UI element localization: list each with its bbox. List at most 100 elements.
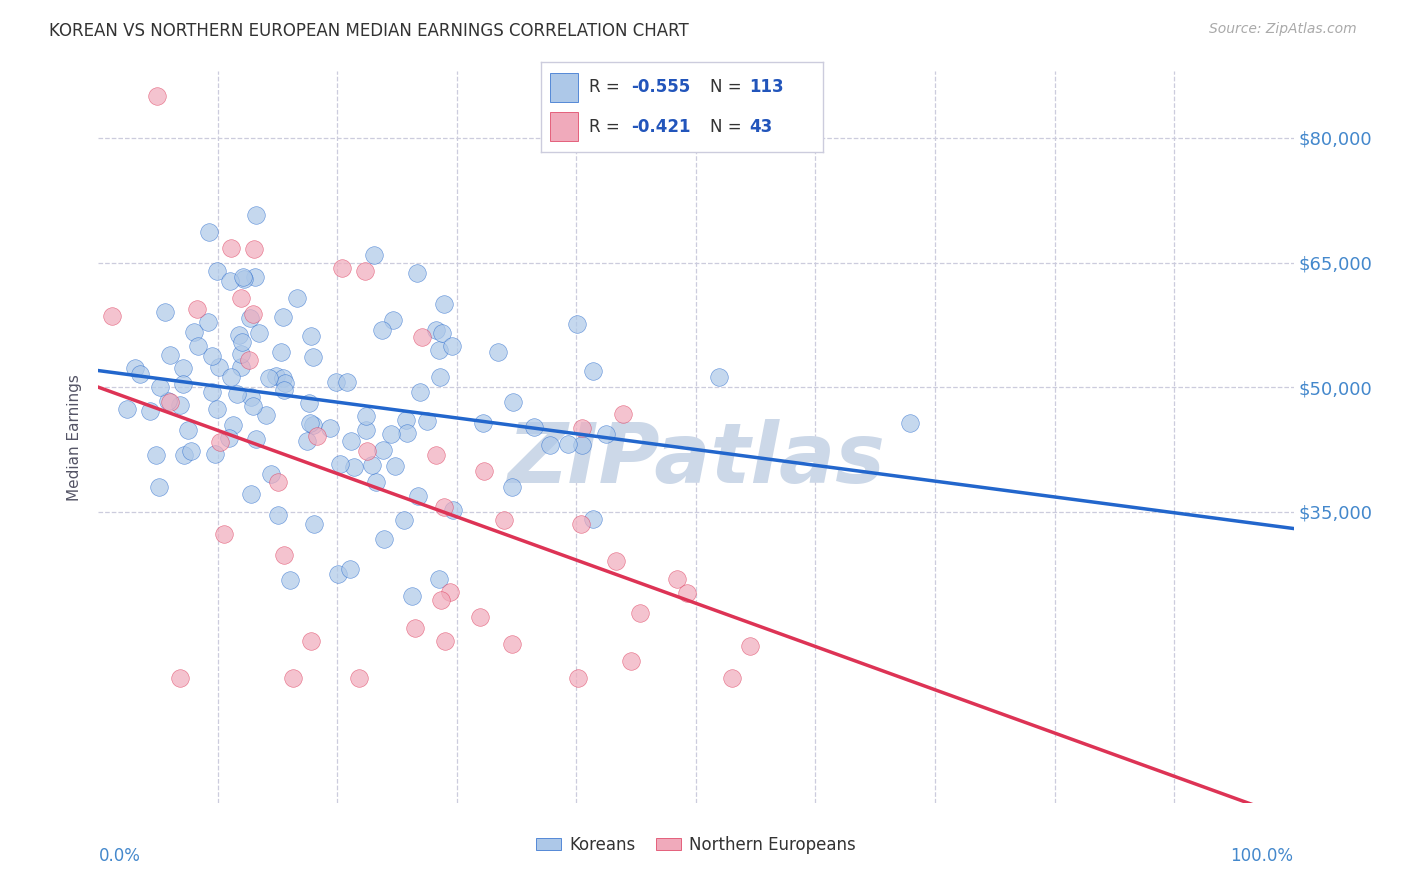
Point bbox=[281, 671, 304, 685]
Point bbox=[494, 512, 516, 526]
Point bbox=[243, 269, 266, 284]
Point bbox=[267, 475, 290, 489]
Point bbox=[433, 634, 456, 648]
Point bbox=[198, 226, 221, 240]
Point bbox=[339, 561, 361, 575]
Point bbox=[219, 240, 242, 254]
Point bbox=[366, 475, 388, 489]
Text: 113: 113 bbox=[749, 78, 785, 95]
Point bbox=[180, 444, 202, 458]
Text: KOREAN VS NORTHERN EUROPEAN MEDIAN EARNINGS CORRELATION CHART: KOREAN VS NORTHERN EUROPEAN MEDIAN EARNI… bbox=[49, 22, 689, 40]
Bar bbox=[550, 112, 578, 141]
Point bbox=[145, 448, 167, 462]
Point bbox=[472, 464, 495, 478]
Point bbox=[299, 329, 322, 343]
Point bbox=[373, 532, 395, 546]
Point bbox=[204, 447, 226, 461]
Point bbox=[371, 323, 394, 337]
Point bbox=[354, 409, 377, 423]
Point bbox=[676, 586, 699, 600]
Point bbox=[427, 343, 450, 358]
Point bbox=[582, 364, 605, 378]
Point bbox=[382, 313, 405, 327]
Point bbox=[404, 621, 426, 635]
Point bbox=[247, 326, 270, 340]
Point bbox=[148, 480, 170, 494]
Point bbox=[264, 368, 287, 383]
Point bbox=[384, 458, 406, 473]
Point bbox=[356, 444, 378, 458]
Point bbox=[304, 517, 326, 532]
Point bbox=[207, 264, 229, 278]
Point bbox=[406, 489, 429, 503]
Text: Source: ZipAtlas.com: Source: ZipAtlas.com bbox=[1209, 22, 1357, 37]
Point bbox=[187, 339, 209, 353]
Point bbox=[416, 414, 439, 428]
Point bbox=[129, 367, 152, 381]
Point bbox=[218, 431, 240, 445]
Point bbox=[340, 434, 363, 449]
Point bbox=[254, 408, 277, 422]
Text: N =: N = bbox=[710, 118, 747, 136]
Point bbox=[214, 527, 236, 541]
Point bbox=[278, 574, 301, 588]
Point bbox=[326, 566, 349, 581]
Point bbox=[360, 458, 382, 473]
Point bbox=[330, 260, 353, 275]
Point bbox=[571, 438, 593, 452]
Point bbox=[298, 416, 321, 430]
Point bbox=[439, 585, 461, 599]
Point bbox=[427, 572, 450, 586]
Point bbox=[666, 572, 689, 586]
Point bbox=[219, 274, 242, 288]
Point bbox=[273, 376, 295, 391]
Point bbox=[257, 370, 280, 384]
Point bbox=[231, 334, 253, 349]
Point bbox=[898, 416, 921, 430]
Point bbox=[486, 344, 509, 359]
Point bbox=[302, 418, 325, 433]
Point bbox=[347, 671, 370, 685]
Point bbox=[409, 384, 432, 399]
Point bbox=[243, 243, 266, 257]
Point bbox=[612, 407, 634, 421]
Point bbox=[425, 323, 447, 337]
Point bbox=[173, 449, 195, 463]
Point bbox=[229, 359, 252, 374]
Point bbox=[219, 369, 242, 384]
Point bbox=[245, 208, 267, 222]
Point bbox=[565, 318, 588, 332]
Text: N =: N = bbox=[710, 78, 747, 95]
Point bbox=[299, 633, 322, 648]
Text: -0.555: -0.555 bbox=[631, 78, 690, 95]
Text: R =: R = bbox=[589, 78, 626, 95]
Point bbox=[595, 427, 617, 442]
Point bbox=[707, 369, 730, 384]
Point bbox=[373, 443, 395, 458]
Point bbox=[285, 291, 308, 305]
Text: R =: R = bbox=[589, 118, 626, 136]
Point bbox=[145, 89, 167, 103]
Point bbox=[302, 350, 325, 364]
Point bbox=[605, 554, 627, 568]
Point bbox=[628, 606, 651, 620]
Point bbox=[298, 396, 321, 410]
Point bbox=[470, 609, 492, 624]
Point bbox=[239, 487, 262, 501]
Point bbox=[325, 375, 347, 389]
Point bbox=[115, 401, 138, 416]
Point bbox=[429, 593, 451, 607]
Text: ZIPatlas: ZIPatlas bbox=[508, 418, 884, 500]
Point bbox=[197, 315, 219, 329]
Point bbox=[433, 297, 456, 311]
Point bbox=[273, 548, 295, 562]
Text: 43: 43 bbox=[749, 118, 773, 136]
Point bbox=[169, 398, 191, 412]
Point bbox=[260, 467, 283, 481]
Point bbox=[432, 326, 454, 340]
Point bbox=[201, 349, 224, 363]
Point bbox=[238, 352, 260, 367]
Point bbox=[557, 436, 579, 450]
Point bbox=[440, 339, 463, 353]
Bar bbox=[550, 73, 578, 102]
